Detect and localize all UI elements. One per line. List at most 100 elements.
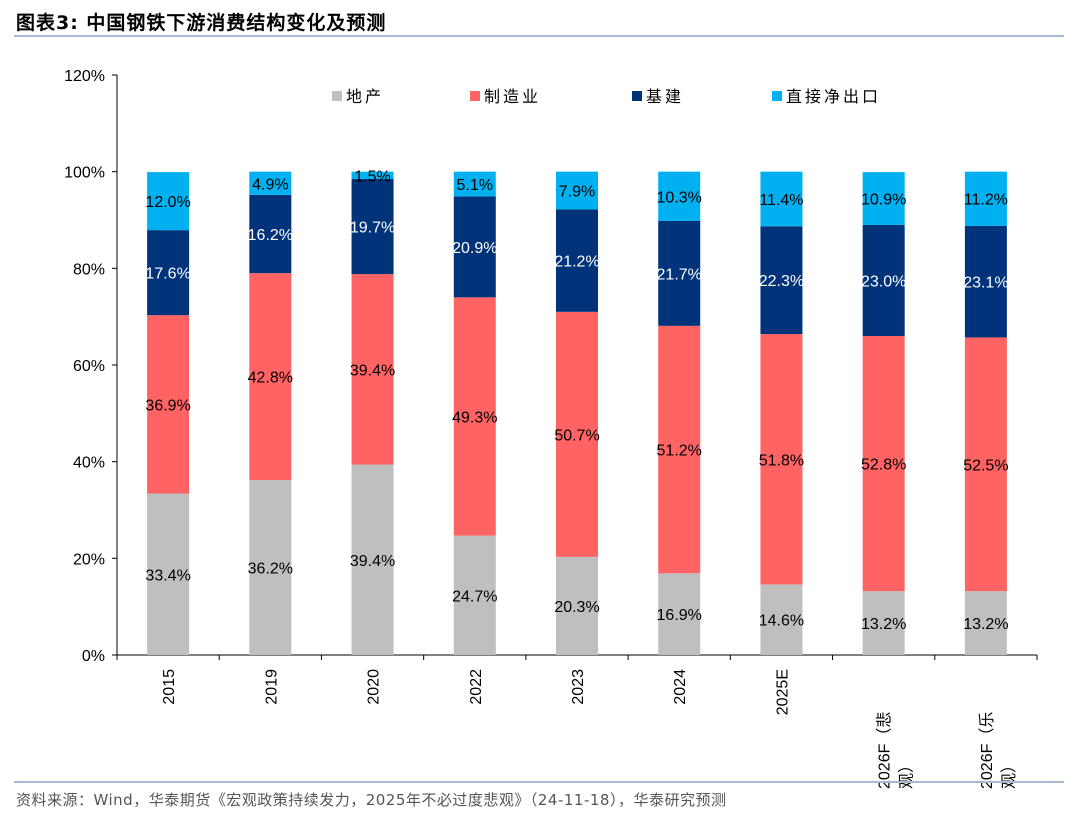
bar-segment — [556, 209, 598, 312]
bar-segment — [964, 225, 1007, 338]
bar-segment — [556, 556, 598, 655]
x-tick-label-text: 2024 — [672, 669, 689, 705]
bar-segment — [351, 171, 394, 179]
x-tick-label: 2019 — [263, 669, 280, 705]
x-tick-label: 2015 — [161, 669, 178, 705]
data-label: 17.6% — [145, 266, 190, 283]
data-label: 22.3% — [759, 273, 804, 290]
data-label: 39.4% — [350, 553, 395, 570]
bar-segment — [147, 493, 190, 655]
x-tick-label: 2020 — [366, 669, 383, 705]
bar-segment — [658, 171, 701, 221]
data-label: 52.8% — [861, 457, 906, 474]
bar-segment — [249, 194, 292, 274]
x-tick-label-text: 观） — [898, 757, 916, 789]
x-tick-label: 2026F（悲 观） — [876, 712, 916, 789]
y-tick-label: 40% — [73, 455, 105, 472]
bar-segment — [760, 334, 803, 585]
x-tick-label-text: 观） — [1000, 757, 1018, 789]
bar-segment — [556, 171, 598, 210]
y-tick-label: 120% — [64, 68, 105, 85]
data-label: 51.2% — [657, 443, 702, 460]
data-label: 36.2% — [248, 561, 293, 578]
y-tick-label: 20% — [73, 551, 105, 568]
y-tick-label: 80% — [73, 261, 105, 278]
data-label: 52.5% — [963, 457, 1008, 474]
bar-segment — [862, 336, 905, 592]
data-label: 7.9% — [559, 184, 595, 201]
bar-segment — [249, 171, 292, 195]
bar-segment — [249, 273, 292, 481]
bar-segment — [862, 172, 905, 225]
bar-segment — [658, 325, 701, 574]
data-label: 24.7% — [452, 588, 497, 605]
bar-segment — [351, 274, 394, 465]
data-label: 12.0% — [145, 194, 190, 211]
data-label: 14.6% — [759, 613, 804, 630]
y-tick-label: 60% — [73, 358, 105, 375]
data-label: 23.0% — [861, 273, 906, 290]
bar-segment — [249, 480, 292, 655]
bar-segment — [147, 172, 190, 231]
legend-label: 制造业 — [484, 88, 541, 106]
x-tick-label-text: 2025E — [774, 669, 791, 715]
bar-segment — [760, 584, 803, 655]
data-label: 20.9% — [452, 240, 497, 257]
x-tick-label: 2023 — [570, 669, 587, 705]
bar-segment — [964, 591, 1007, 655]
bar-segment — [760, 226, 803, 335]
x-tick-label-text: 2015 — [161, 669, 178, 705]
data-label: 39.4% — [350, 362, 395, 379]
source-note: 资料来源：Wind，华泰期货《宏观政策持续发力，2025年不必过度悲观》（24-… — [16, 791, 727, 809]
x-tick-label: 2026F（乐 观） — [978, 712, 1018, 789]
data-label: 10.3% — [657, 189, 702, 206]
data-label: 51.8% — [759, 452, 804, 469]
data-label: 13.2% — [861, 616, 906, 633]
x-tick-label: 2025E — [774, 669, 791, 715]
data-label: 21.7% — [657, 266, 702, 283]
bar-segment — [453, 196, 496, 298]
bar-segment — [658, 573, 701, 655]
data-label: 10.9% — [861, 191, 906, 208]
legend-swatch — [772, 91, 782, 101]
bar-segment — [351, 464, 394, 655]
bar-segment — [453, 297, 496, 536]
data-label: 19.7% — [350, 220, 395, 237]
data-label: 5.1% — [457, 177, 493, 194]
x-tick-label-text: 2026F（乐 — [978, 712, 996, 789]
data-label: 11.4% — [759, 192, 803, 209]
page-title: 图表3: 中国钢铁下游消费结构变化及预测 — [16, 12, 387, 34]
legend-swatch — [470, 91, 480, 101]
bar-segment — [147, 230, 190, 316]
x-tick-label-text: 2020 — [366, 669, 383, 705]
data-label: 11.2% — [964, 192, 1008, 209]
title-divider — [14, 35, 1064, 37]
x-tick-label-text: 2023 — [570, 669, 587, 705]
data-label: 4.9% — [252, 176, 288, 193]
bar-segment — [147, 315, 190, 494]
legend-label: 地产 — [346, 88, 384, 106]
data-label: 21.2% — [554, 254, 599, 271]
bar-segment — [351, 178, 394, 275]
bar-segment — [862, 224, 905, 336]
data-label: 16.2% — [248, 227, 293, 244]
data-label: 36.9% — [145, 397, 190, 414]
bar-segment — [658, 220, 701, 326]
data-label: 23.1% — [963, 275, 1008, 292]
y-tick-label: 0% — [82, 648, 105, 665]
y-tick-label: 100% — [64, 165, 105, 182]
x-tick-label: 2024 — [672, 669, 689, 705]
data-label: 20.3% — [554, 599, 599, 616]
data-label: 33.4% — [145, 567, 190, 584]
data-label: 1.5% — [354, 168, 390, 185]
bar-segment — [964, 171, 1007, 226]
data-label: 50.7% — [554, 427, 599, 444]
x-tick-label-text: 2019 — [263, 669, 280, 705]
footer-divider — [14, 781, 1064, 783]
x-tick-label-text: 2026F（悲 — [876, 712, 894, 789]
x-tick-label-text: 2022 — [468, 669, 485, 705]
bar-segment — [453, 171, 496, 197]
legend-label: 直接净出口 — [786, 88, 881, 106]
data-label: 49.3% — [452, 409, 497, 426]
